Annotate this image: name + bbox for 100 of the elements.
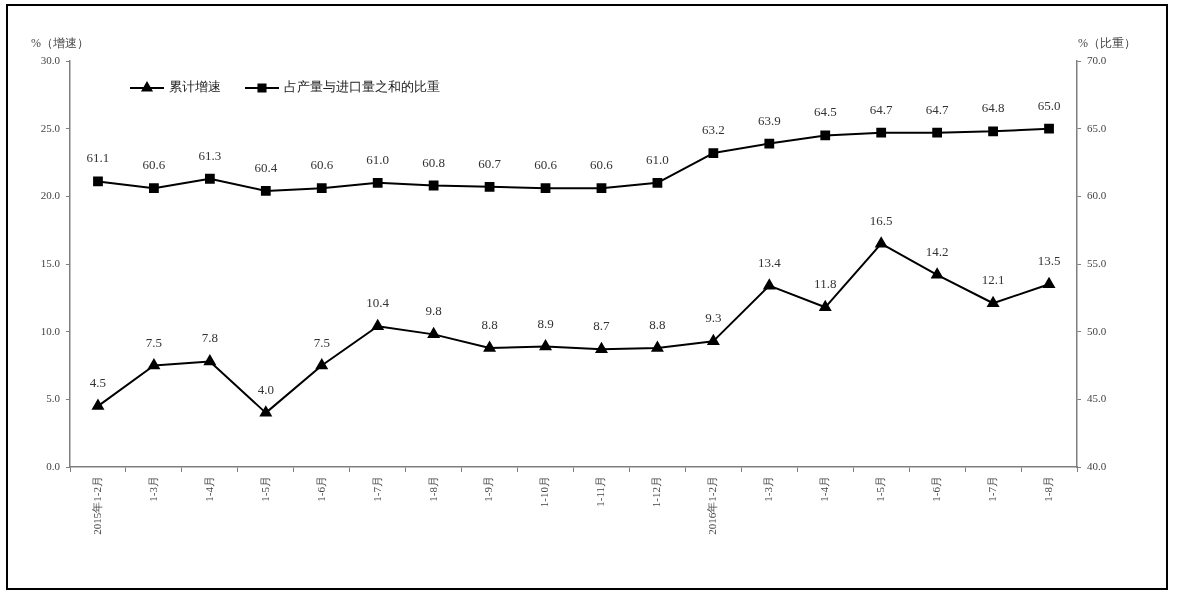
- y2-axis-title: %（比重）: [1078, 36, 1136, 51]
- x-tick-label: 1-3月: [762, 476, 775, 502]
- point: [371, 319, 384, 330]
- point: [875, 237, 887, 248]
- y2-tick-label: 70.0: [1087, 53, 1107, 66]
- point: [260, 406, 272, 417]
- point: [93, 176, 103, 187]
- data-label: 12.1: [981, 272, 1005, 288]
- x-tick-label: 1-8月: [1041, 476, 1054, 502]
- data-label: 4.5: [89, 375, 107, 391]
- data-label: 16.5: [869, 212, 893, 228]
- data-label: 7.8: [201, 330, 218, 346]
- data-label: 14.2: [925, 243, 949, 259]
- data-label: 8.7: [593, 318, 611, 334]
- data-label: 60.4: [254, 159, 278, 175]
- data-label: 8.8: [481, 316, 498, 332]
- y-tick-label: 20.0: [40, 189, 61, 202]
- point: [932, 127, 943, 138]
- data-label: 9.8: [425, 303, 442, 319]
- x-tick-label: 1-5月: [874, 476, 887, 502]
- point: [707, 334, 720, 345]
- point: [148, 359, 160, 370]
- y2-tick-label: 50.0: [1087, 324, 1107, 337]
- y-tick-label: 30.0: [40, 53, 61, 66]
- data-label: 63.9: [757, 112, 781, 128]
- y2-tick-label: 55.0: [1087, 256, 1107, 269]
- data-label: 9.3: [705, 310, 722, 326]
- point: [987, 296, 999, 307]
- point: [931, 268, 943, 279]
- data-label: 60.6: [534, 157, 558, 173]
- point: [540, 183, 551, 194]
- data-label: 7.5: [145, 334, 163, 350]
- point: [428, 180, 439, 191]
- point: [652, 177, 663, 188]
- x-tick-label: 1-7月: [370, 476, 383, 502]
- data-label: 60.6: [142, 157, 166, 173]
- data-label: 60.6: [590, 157, 614, 173]
- y2-tick-label: 40.0: [1087, 459, 1107, 472]
- y2-tick-label: 45.0: [1087, 392, 1107, 405]
- y2-tick-label: 60.0: [1087, 189, 1107, 202]
- legend-label: 占产量与进口量之和的比重: [284, 79, 440, 95]
- point: [539, 340, 552, 351]
- data-label: 61.0: [646, 151, 669, 167]
- x-tick-label: 1-9月: [482, 476, 495, 502]
- x-tick-label: 1-12月: [650, 476, 663, 508]
- data-label: 65.0: [1037, 97, 1061, 113]
- x-tick-label: 1-3月: [146, 476, 159, 502]
- data-label: 64.8: [981, 100, 1005, 116]
- x-tick-label: 1-6月: [930, 476, 943, 502]
- point: [92, 399, 104, 410]
- point: [315, 359, 328, 370]
- data-label: 13.4: [757, 254, 782, 270]
- x-tick-label: 1-6月: [314, 476, 327, 502]
- data-label: 61.0: [366, 151, 390, 167]
- data-label: 60.7: [478, 155, 502, 171]
- point: [876, 127, 887, 138]
- point: [651, 341, 664, 352]
- point: [483, 341, 496, 352]
- data-label: 8.9: [537, 315, 554, 331]
- data-label: 13.5: [1037, 253, 1061, 269]
- legend-label: 累计增速: [169, 79, 221, 95]
- point: [1044, 123, 1054, 134]
- point: [204, 354, 216, 366]
- x-tick-label: 1-7月: [985, 476, 998, 502]
- point: [819, 300, 832, 312]
- point: [149, 183, 159, 194]
- data-label: 60.6: [310, 157, 334, 173]
- x-tick-label: 1-11月: [594, 476, 607, 507]
- data-label: 10.4: [366, 295, 390, 311]
- point: [1043, 277, 1055, 289]
- data-label: 60.8: [422, 154, 446, 170]
- x-tick-label: 1-4月: [818, 476, 831, 502]
- point: [204, 173, 215, 184]
- data-label: 4.0: [257, 381, 274, 397]
- point: [988, 126, 998, 137]
- y-axis-title: %（增速）: [31, 36, 89, 51]
- data-label: 61.1: [86, 150, 110, 166]
- y-tick-label: 25.0: [40, 121, 61, 134]
- point: [595, 342, 608, 354]
- data-label: 64.5: [813, 104, 837, 120]
- point: [427, 327, 440, 339]
- y-tick-label: 10.0: [40, 324, 61, 337]
- point: [820, 130, 831, 141]
- x-tick-label: 1-5月: [258, 476, 271, 502]
- data-label: 61.3: [198, 147, 222, 163]
- x-tick-label: 1-8月: [426, 476, 439, 502]
- point: [372, 177, 383, 188]
- data-label: 7.5: [313, 334, 330, 350]
- x-tick-label: 1-10月: [538, 476, 551, 508]
- point: [708, 148, 719, 158]
- point: [763, 279, 776, 290]
- y-tick-label: 5.0: [46, 392, 61, 405]
- point: [764, 138, 775, 149]
- point: [484, 181, 495, 192]
- point: [316, 183, 327, 194]
- x-tick-label: 2015年1-2月: [90, 476, 103, 535]
- x-tick-label: 2016年1-2月: [706, 476, 719, 535]
- x-tick-label: 1-4月: [202, 476, 215, 502]
- data-label: 63.2: [701, 122, 725, 138]
- y-tick-label: 15.0: [40, 256, 61, 269]
